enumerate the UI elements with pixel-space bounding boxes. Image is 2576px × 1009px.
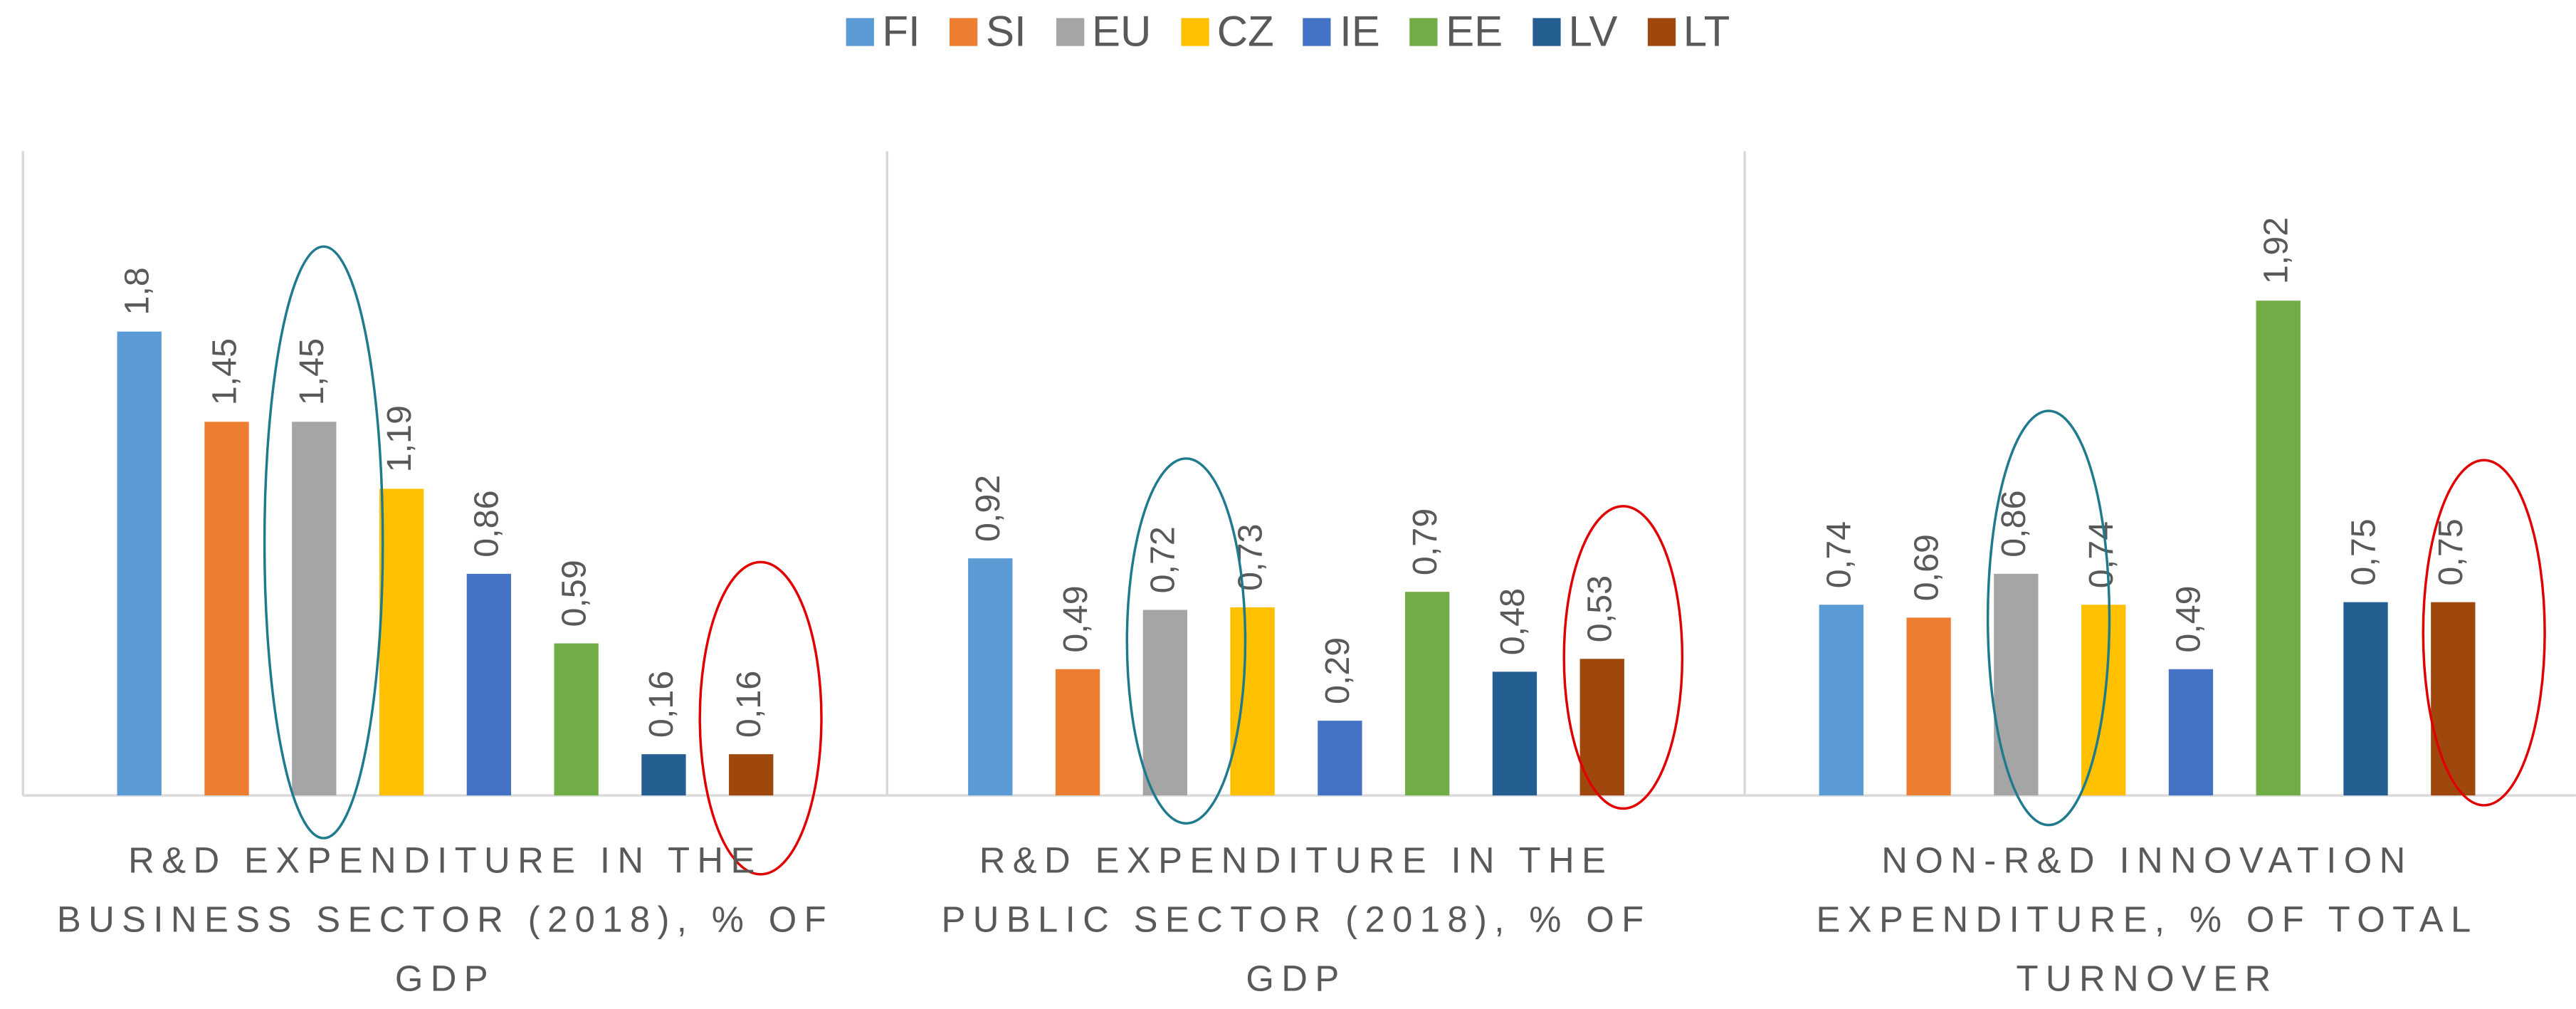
bar bbox=[1405, 592, 1450, 796]
legend-item: CZ bbox=[1180, 6, 1274, 58]
bar bbox=[2343, 602, 2388, 796]
data-label: 0,73 bbox=[1231, 523, 1269, 590]
data-label: 0,48 bbox=[1493, 588, 1532, 655]
bar bbox=[466, 573, 512, 796]
legend-label: CZ bbox=[1216, 6, 1274, 56]
data-label: 0,86 bbox=[468, 490, 506, 557]
data-label: 0,59 bbox=[554, 560, 593, 627]
legend-label: FI bbox=[882, 6, 920, 56]
bar bbox=[1230, 607, 1275, 796]
bar bbox=[1906, 617, 1951, 796]
highlight-ellipse bbox=[2422, 459, 2546, 807]
legend-swatch bbox=[1180, 18, 1209, 46]
data-label: 0,16 bbox=[730, 671, 768, 738]
bar bbox=[1055, 669, 1100, 796]
legend-item: FI bbox=[846, 6, 920, 58]
bar bbox=[1819, 605, 1863, 796]
highlight-ellipse bbox=[263, 245, 384, 840]
legend-item: IE bbox=[1303, 6, 1380, 58]
data-label: 1,19 bbox=[380, 405, 419, 472]
data-label: 0,79 bbox=[1406, 508, 1444, 575]
bar bbox=[1994, 573, 2039, 796]
bar bbox=[1579, 659, 1624, 796]
highlight-ellipse bbox=[1125, 457, 1247, 825]
data-label: 1,92 bbox=[2257, 217, 2296, 284]
data-label: 1,8 bbox=[118, 267, 157, 315]
legend-label: SI bbox=[985, 6, 1026, 56]
bar bbox=[1142, 610, 1187, 796]
data-label: 1,45 bbox=[205, 338, 243, 405]
legend-label: IE bbox=[1340, 6, 1380, 56]
data-label: 0,69 bbox=[1907, 534, 1945, 601]
bar bbox=[968, 558, 1013, 796]
data-label: 0,29 bbox=[1318, 637, 1357, 704]
bar bbox=[554, 643, 599, 796]
legend-swatch bbox=[1056, 18, 1084, 46]
legend-label: LT bbox=[1683, 6, 1730, 56]
legend-item: EU bbox=[1056, 6, 1151, 58]
bar bbox=[1492, 671, 1537, 796]
data-label: 0,49 bbox=[2170, 585, 2208, 652]
data-label: 0,49 bbox=[1056, 585, 1095, 652]
legend-label: EE bbox=[1446, 6, 1503, 56]
legend-item: LV bbox=[1532, 6, 1618, 58]
bar bbox=[2256, 300, 2301, 796]
legend: FI SI EU CZ IE EE LV LT bbox=[0, 6, 2576, 58]
highlight-ellipse bbox=[1562, 505, 1684, 810]
data-label: 0,75 bbox=[2344, 518, 2382, 585]
legend-item: EE bbox=[1409, 6, 1503, 58]
bars: 1,8 1,45 1,45 1,19 0,86 0,59 0,16 0,16 0,92 0,49 0… bbox=[117, 217, 2476, 796]
data-label: 0,72 bbox=[1144, 526, 1182, 593]
bar bbox=[292, 422, 337, 796]
bar bbox=[641, 754, 686, 796]
annotations bbox=[263, 245, 2546, 876]
bar bbox=[2168, 669, 2214, 796]
legend-swatch bbox=[1303, 18, 1332, 46]
bar bbox=[379, 488, 424, 796]
legend-item: LT bbox=[1646, 6, 1730, 58]
legend-swatch bbox=[846, 18, 874, 46]
legend-swatch bbox=[950, 18, 978, 46]
bar bbox=[729, 754, 774, 796]
bar bbox=[204, 422, 249, 796]
legend-item: SI bbox=[950, 6, 1026, 58]
data-label: 0,16 bbox=[642, 671, 680, 738]
bar bbox=[117, 331, 162, 796]
data-label: 0,75 bbox=[2432, 518, 2470, 585]
bar bbox=[1318, 721, 1362, 796]
data-label: 0,86 bbox=[1994, 490, 2033, 557]
bar bbox=[2431, 602, 2476, 796]
legend-swatch bbox=[1532, 18, 1560, 46]
separators bbox=[21, 151, 2576, 797]
data-label: 0,74 bbox=[1820, 521, 1859, 588]
legend-label: EU bbox=[1092, 6, 1152, 56]
data-label: 1,45 bbox=[293, 338, 331, 405]
highlight-ellipse bbox=[1986, 409, 2111, 827]
data-label: 0,92 bbox=[969, 475, 1007, 542]
data-label: 0,74 bbox=[2082, 521, 2120, 588]
legend-swatch bbox=[1646, 18, 1676, 46]
legend-swatch bbox=[1409, 18, 1438, 46]
legend-label: LV bbox=[1568, 6, 1618, 56]
highlight-ellipse bbox=[698, 560, 823, 876]
x-category-label: R&D EXPENDITURE IN THE BUSINESS SECTOR (… bbox=[56, 840, 834, 1000]
data-label: 0,53 bbox=[1581, 575, 1619, 642]
x-category-label: R&D EXPENDITURE IN THE PUBLIC SECTOR (20… bbox=[941, 840, 1651, 1000]
x-category-label: NON-R&D INNOVATION EXPENDITURE, % OF TOT… bbox=[1816, 840, 2478, 1000]
